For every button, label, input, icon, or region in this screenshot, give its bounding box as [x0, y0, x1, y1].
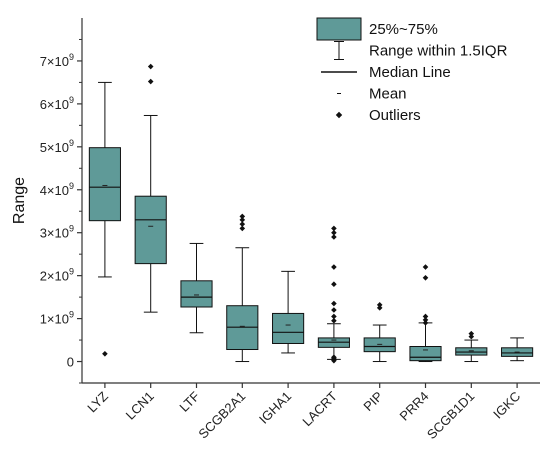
legend-label: Range within 1.5IQR: [369, 43, 508, 60]
box-scgb1d1: [455, 330, 488, 363]
y-tick-label: 1×109: [40, 310, 74, 327]
outlier-point: [239, 217, 246, 223]
outlier-point: [331, 313, 337, 320]
outlier-point: [239, 221, 246, 227]
y-tick-label-exponent: 9: [69, 95, 74, 105]
outlier-point: [331, 281, 337, 288]
y-tick-label-exponent: 9: [69, 267, 74, 277]
y-tick-label-exponent: 9: [69, 310, 74, 320]
box-ltf: [180, 242, 213, 334]
outlier-point: [422, 264, 429, 270]
y-tick-label: 6×109: [40, 95, 74, 112]
outlier-point: [331, 225, 337, 232]
outlier-point: [239, 225, 246, 232]
outlier-point: [422, 320, 429, 326]
legend-box-swatch: [316, 17, 362, 41]
outlier-point: [468, 330, 475, 337]
y-tick-label-base: 0: [67, 355, 74, 370]
iqr-box: [88, 147, 121, 222]
x-tick-label: PIP: [360, 389, 385, 414]
box-prr4: [409, 264, 442, 363]
y-tick-label-base: 3×10: [40, 226, 69, 241]
legend-item-outlier: Outliers: [335, 107, 421, 124]
iqr-box: [272, 312, 305, 344]
y-tick-label-exponent: 9: [69, 138, 74, 148]
box-lyz: [88, 81, 121, 357]
legend-label: Outliers: [369, 107, 421, 124]
outlier-point: [239, 213, 246, 220]
x-tick-label: LCN1: [123, 389, 157, 423]
y-tick-label-exponent: 9: [69, 224, 74, 234]
outlier-point: [331, 307, 337, 313]
outlier-point: [331, 229, 337, 236]
outlier-point: [422, 274, 429, 281]
outlier-point: [102, 351, 108, 357]
y-tick-label: 4×109: [40, 181, 74, 198]
y-tick-label-base: 2×10: [40, 269, 69, 284]
legend-item-box: 25%~75%: [316, 17, 438, 41]
x-tick-label: IGHA1: [256, 389, 294, 427]
box-scgb2a1: [226, 213, 259, 363]
iqr-box: [409, 346, 442, 362]
outlier-point: [422, 317, 429, 323]
outlier-point: [147, 63, 154, 70]
x-tick-label: PRR4: [396, 389, 431, 424]
x-tick-label: LYZ: [84, 388, 111, 415]
outlier-point: [422, 313, 429, 320]
iqr-box: [180, 280, 213, 308]
legend-item-whisker: Range within 1.5IQR: [334, 41, 508, 60]
legend-label: Median Line: [369, 64, 451, 81]
legend-label: Mean: [369, 86, 407, 103]
outlier-point: [331, 354, 337, 361]
x-tick-label: SCGB1D1: [424, 389, 478, 443]
y-tick-label: 2×109: [40, 267, 74, 284]
box-series: [88, 63, 534, 364]
box-igha1: [272, 270, 305, 354]
iqr-box: [134, 195, 167, 265]
y-tick-label: 0: [67, 355, 74, 370]
y-axis-label: Range: [11, 177, 28, 224]
iqr-box: [455, 347, 488, 356]
y-tick-label: 7×109: [40, 52, 74, 69]
outlier-point: [147, 78, 154, 85]
x-tick-label: LACRT: [299, 388, 340, 429]
outlier-point: [331, 234, 337, 240]
y-tick-label-base: 5×10: [40, 140, 69, 155]
legend-item-mean: Mean: [337, 86, 407, 103]
y-tick-label-base: 7×10: [40, 54, 69, 69]
axes: [81, 18, 540, 384]
y-tick-label: 5×109: [40, 138, 74, 155]
box-lcn1: [134, 63, 167, 313]
legend-label: 25%~75%: [369, 21, 438, 38]
outlier-point: [468, 333, 475, 340]
legend-item-median: Median Line: [321, 64, 451, 81]
x-tick-label: IGKC: [490, 389, 523, 422]
y-tick-label: 3×109: [40, 224, 74, 241]
outlier-point: [376, 305, 383, 311]
y-tick-label-base: 4×10: [40, 183, 69, 198]
x-tick-label: LTF: [176, 388, 202, 414]
box-lacrt: [317, 225, 350, 364]
outlier-point: [331, 300, 337, 307]
outlier-point: [376, 302, 383, 308]
x-tick-label: SCGB2A1: [195, 389, 248, 442]
box-igkc: [501, 337, 534, 362]
y-tick-label-base: 6×10: [40, 97, 69, 112]
y-tick-label-exponent: 9: [69, 181, 74, 191]
legend-outlier-swatch: [335, 111, 343, 119]
outlier-point: [331, 317, 337, 324]
y-tick-label-base: 1×10: [40, 312, 69, 327]
y-tick-label-exponent: 9: [69, 52, 74, 62]
legend: 25%~75% Range within 1.5IQR Median Line Mea…: [316, 17, 508, 124]
outlier-point: [331, 264, 337, 270]
box-pip: [363, 302, 396, 363]
